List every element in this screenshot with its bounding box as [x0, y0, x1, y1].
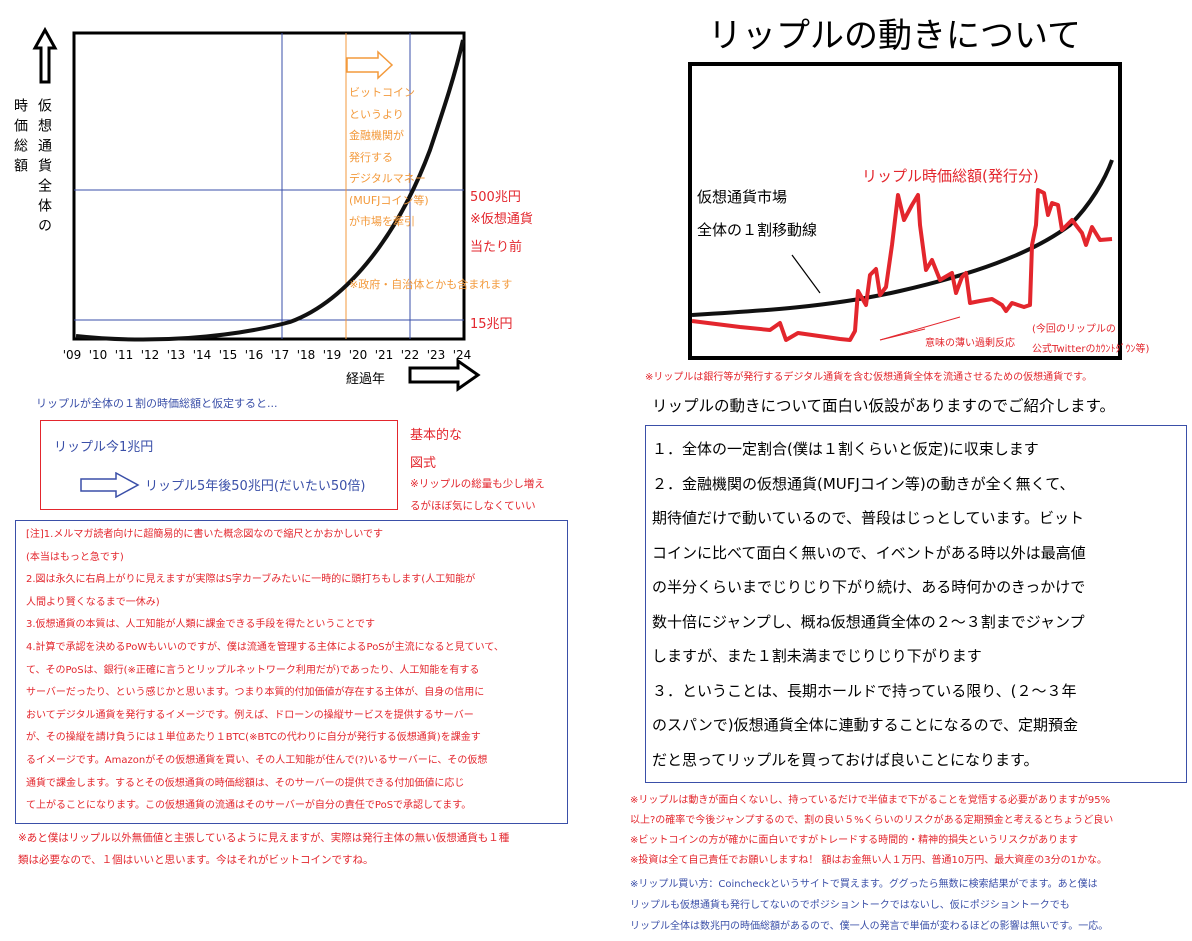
- basic-label-2: 図式: [410, 456, 437, 471]
- assumption-text: リップルが全体の１割の時価総額と仮定すると...: [36, 397, 278, 410]
- x-tick: '12: [140, 348, 160, 362]
- label-500-note1: ※仮想通貨: [470, 212, 533, 227]
- blue-notes: ※リップル買い方：Coincheckというサイトで買えます。ググったら無数に検索…: [630, 879, 1109, 932]
- ripple-now: リップル今1兆円: [54, 440, 154, 455]
- x-tick: '09: [62, 348, 82, 362]
- main-box: [645, 425, 1187, 783]
- notes-box: [15, 520, 568, 824]
- x-tick: '20: [348, 348, 368, 362]
- official-label-2: 公式Twitterのｶｳﾝﾄﾀﾞｳﾝ等): [1032, 344, 1150, 355]
- right-title: リップルの動きについて: [708, 16, 1081, 56]
- basic-note-2: るがほぼ気にしなくていい: [410, 500, 536, 512]
- x-tick: '18: [296, 348, 316, 362]
- y-axis-label-1: 時価総額: [12, 98, 28, 178]
- x-tick: '22: [400, 348, 420, 362]
- label-500-note2: 当たり前: [470, 240, 523, 255]
- ripple-box: [40, 420, 398, 510]
- label-15: 15兆円: [470, 317, 513, 332]
- y-axis-label-2: 仮想通貨全体の: [36, 98, 52, 238]
- ripple-chart-frame: [688, 62, 1122, 360]
- right-arrow-icon: [408, 358, 481, 392]
- ripple-5y: リップル5年後50兆円(だいたい50倍): [145, 479, 366, 494]
- x-axis-label: 経過年: [346, 372, 386, 387]
- x-tick: '14: [192, 348, 212, 362]
- main-list: １．全体の一定割合(僕は１割くらいと仮定)に収束します ２．金融機関の仮想通貨(…: [652, 440, 1086, 769]
- overreact-label: 意味の薄い過剰反応: [925, 338, 1015, 349]
- market-label-1: 仮想通貨市場: [697, 188, 788, 206]
- notes-list: [注]1.メルマガ読者向けに超簡易的に書いた概念図なので縮尺とかおかしいです (…: [26, 529, 504, 812]
- official-label-1: (今回のリップルの: [1032, 324, 1116, 335]
- ripple-label: リップル時価総額(発行分): [862, 167, 1039, 185]
- x-tick: '24: [452, 348, 472, 362]
- x-tick: '17: [270, 348, 290, 362]
- ripple-line: [691, 188, 1113, 342]
- up-arrow-icon: [32, 26, 58, 84]
- chart-note: ※リップルは銀行等が発行するデジタル通貨を含む仮想通貨全体を流通させるための仮想…: [645, 372, 1093, 383]
- footer-line-2: 類は必要なので、１個はいいと思います。今はそれがビットコインですね。: [18, 854, 374, 866]
- x-tick: '16: [244, 348, 264, 362]
- x-tick: '19: [322, 348, 342, 362]
- growth-curve: [75, 39, 465, 342]
- blue-arrow-icon: [80, 472, 140, 498]
- ripple-chart: [688, 62, 1122, 360]
- orange-note-2: ※政府・自治体とかも含まれます: [349, 278, 513, 291]
- red-notes: ※リップルは動きが面白くないし、持っているだけで半値まで下がることを覚悟する必要…: [630, 795, 1114, 866]
- basic-label-1: 基本的な: [410, 428, 463, 443]
- intro-text: リップルの動きについて面白い仮設がありますのでご紹介します。: [652, 397, 1115, 415]
- market-label-2: 全体の１割移動線: [697, 221, 818, 239]
- x-tick: '13: [166, 348, 186, 362]
- x-tick: '10: [88, 348, 108, 362]
- x-tick: '23: [426, 348, 446, 362]
- x-tick: '11: [114, 348, 134, 362]
- x-tick: '21: [374, 348, 394, 362]
- chart-frame: [72, 31, 466, 341]
- basic-note-1: ※リップルの総量も少し増え: [410, 478, 545, 490]
- x-tick: '15: [218, 348, 238, 362]
- label-500: 500兆円: [470, 190, 521, 205]
- market-line: [691, 159, 1114, 317]
- orange-note: ビットコイン というより 金融機関が 発行する デジタルマネー (MUFJコイン…: [349, 86, 429, 228]
- orange-arrow-icon: [346, 50, 394, 80]
- footer-line-1: ※あと僕はリップル以外無価値と主張しているように見えますが、実際は発行主体の無い…: [18, 832, 510, 844]
- left-chart: [32, 26, 481, 392]
